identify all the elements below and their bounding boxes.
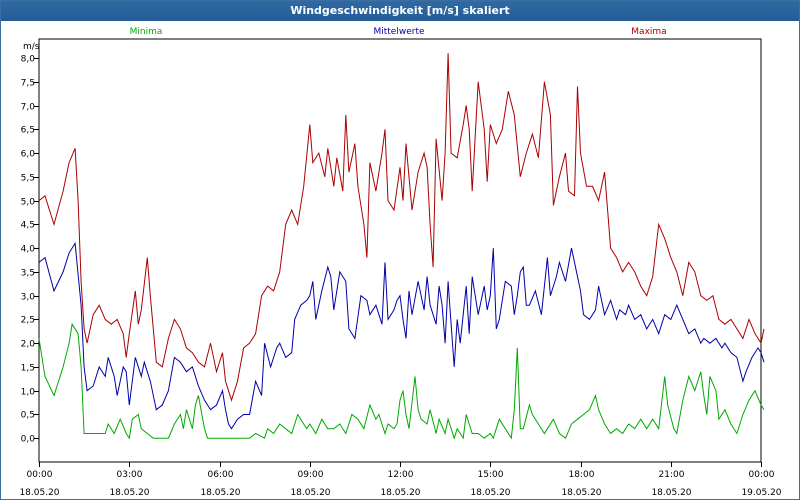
wind-speed-chart: 0,0 0,5 1,0 1,5 2,0 2,5 3,0 3,5 4,0 4,5 5,0 5,5 6,0 6… <box>19 27 782 498</box>
y-tick-label: 5,0 <box>21 198 36 208</box>
y-tick-label: 0,0 <box>21 435 36 445</box>
x-tick-date-label: 18.05.20 <box>109 488 149 498</box>
x-tick-time-label: 21:00 <box>659 470 685 480</box>
y-tick-label: 6,0 <box>21 150 36 160</box>
y-tick-label: 3,5 <box>21 269 35 279</box>
y-tick-label: 6,5 <box>21 126 35 136</box>
window-title: Windgeschwindigkeit [m/s] skaliert <box>1 1 799 21</box>
y-tick-label: 2,5 <box>21 316 35 326</box>
x-tick-date-label: 18.05.20 <box>19 488 59 498</box>
plot-frame <box>38 38 762 463</box>
series-lines <box>38 53 765 440</box>
x-tick-time-label: 12:00 <box>388 470 414 480</box>
x-tick-date-label: 19.05.20 <box>741 488 781 498</box>
legend-entry-minima: Minima <box>130 27 163 37</box>
legend-entry-mittelwerte: Mittelwerte <box>373 27 424 37</box>
y-axis-label: m/s <box>23 42 40 52</box>
x-tick-date-label: 18.05.20 <box>561 488 601 498</box>
series-line-minima <box>38 322 765 440</box>
legend-entry-maxima: Maxima <box>631 27 666 37</box>
x-tick-time-label: 06:00 <box>208 470 234 480</box>
axes: 0,0 0,5 1,0 1,5 2,0 2,5 3,0 3,5 4,0 4,5 5,0 5,5 6,0 6… <box>19 38 782 498</box>
x-tick-time-label: 00:00 <box>27 470 53 480</box>
y-tick-label: 7,0 <box>21 103 36 113</box>
x-tick-date-label: 18.05.20 <box>290 488 330 498</box>
x-tick-date-label: 18.05.20 <box>380 488 420 498</box>
x-tick-date-label: 18.05.20 <box>470 488 510 498</box>
legend: Minima Mittelwerte Maxima <box>130 27 667 37</box>
y-tick-label: 4,0 <box>21 245 36 255</box>
y-tick-label: 7,5 <box>21 79 35 89</box>
series-line-mittelwerte <box>38 241 765 430</box>
y-tick-label: 1,5 <box>21 364 35 374</box>
series-line-maxima <box>38 53 765 402</box>
y-tick-label: 4,5 <box>21 221 35 231</box>
y-tick-label: 2,0 <box>21 340 36 350</box>
x-tick-time-label: 03:00 <box>117 470 143 480</box>
y-tick-label: 5,5 <box>21 174 35 184</box>
y-tick-label: 1,0 <box>21 388 36 398</box>
x-tick-date-label: 18.05.20 <box>651 488 691 498</box>
x-tick-time-label: 15:00 <box>478 470 504 480</box>
y-tick-label: 0,5 <box>21 411 35 421</box>
y-tick-label: 8,0 <box>21 55 36 65</box>
x-tick-time-label: 09:00 <box>298 470 324 480</box>
x-tick-time-label: 18:00 <box>569 470 595 480</box>
x-tick-time-label: 00:00 <box>749 470 775 480</box>
x-tick-date-label: 18.05.20 <box>200 488 240 498</box>
y-tick-label: 3,0 <box>21 293 36 303</box>
